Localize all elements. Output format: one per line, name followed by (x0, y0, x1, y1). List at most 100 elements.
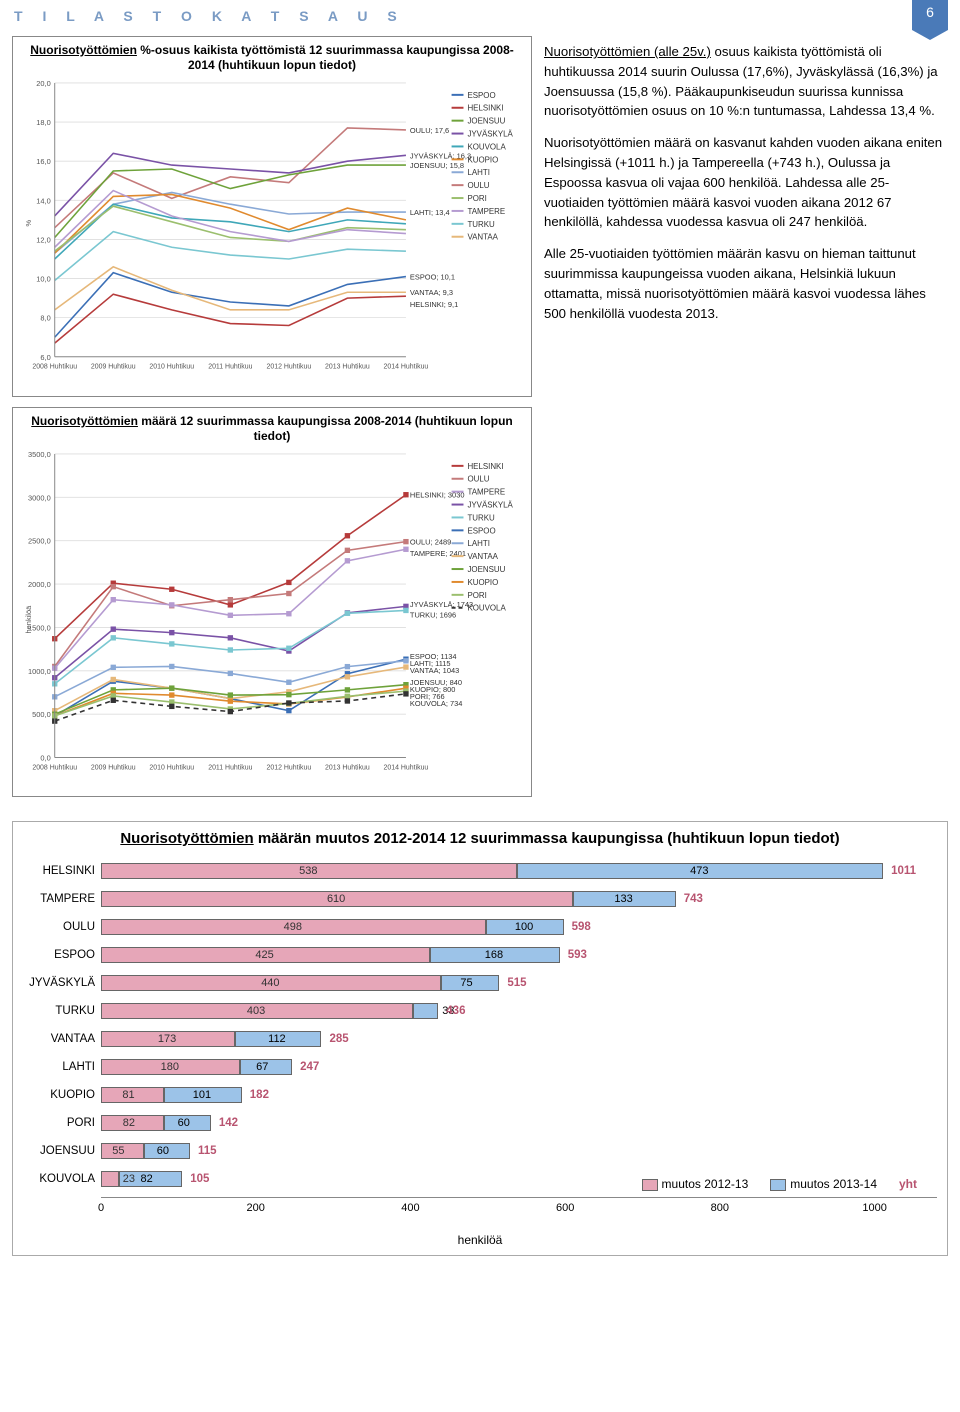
bar-total: 285 (329, 1031, 348, 1047)
svg-text:TURKU: TURKU (467, 220, 495, 229)
bar-row: OULU498100598 (23, 913, 937, 941)
bar-row: VANTAA173112285 (23, 1025, 937, 1053)
bar-value-a: 173 (158, 1031, 176, 1047)
bar-x-tick: 0 (98, 1202, 104, 1214)
bar-value-b: 67 (256, 1059, 268, 1075)
svg-text:2012 Huhtikuu: 2012 Huhtikuu (266, 764, 311, 771)
svg-text:KOUVOLA; 734: KOUVOLA; 734 (410, 698, 463, 707)
svg-text:2014 Huhtikuu: 2014 Huhtikuu (384, 764, 429, 771)
bar-value-b: 60 (157, 1143, 169, 1159)
paragraph-2: Nuorisotyöttömien määrä on kasvanut kahd… (544, 133, 948, 232)
svg-text:2008 Huhtikuu: 2008 Huhtikuu (32, 764, 77, 771)
svg-text:1000,0: 1000,0 (28, 666, 51, 675)
svg-text:KOUVOLA: KOUVOLA (467, 142, 506, 151)
svg-text:PORI: PORI (467, 194, 486, 203)
svg-text:16,0: 16,0 (36, 157, 50, 166)
bar-track: 44075515 (101, 975, 937, 991)
svg-text:3500,0: 3500,0 (28, 449, 51, 458)
svg-text:2014 Huhtikuu: 2014 Huhtikuu (384, 364, 429, 371)
bar-track: 40333436 (101, 1003, 937, 1019)
bar-total: 598 (572, 919, 591, 935)
svg-text:20,0: 20,0 (36, 79, 50, 88)
bar-category-label: TAMPERE (23, 893, 101, 905)
svg-text:OULU; 2489: OULU; 2489 (410, 537, 451, 546)
chart2-title: Nuorisotyöttömien määrä 12 suurimmassa k… (19, 414, 525, 444)
svg-text:ESPOO: ESPOO (467, 526, 495, 535)
bar-category-label: LAHTI (23, 1061, 101, 1073)
bar-total: 1011 (891, 863, 916, 879)
svg-text:ESPOO: ESPOO (467, 91, 495, 100)
bar-track: 18067247 (101, 1059, 937, 1075)
bar-row: LAHTI18067247 (23, 1053, 937, 1081)
bar-value-b: 60 (178, 1115, 190, 1131)
svg-text:ESPOO; 10,1: ESPOO; 10,1 (410, 273, 455, 282)
legend-item-a: muutos 2012-13 (642, 1177, 749, 1191)
chart2-svg: 0,0500,01000,01500,02000,02500,03000,035… (19, 448, 525, 785)
svg-text:LAHTI: LAHTI (467, 539, 489, 548)
bar-x-tick: 400 (401, 1202, 419, 1214)
svg-text:JOENSUU: JOENSUU (467, 565, 505, 574)
bar-x-tick: 600 (556, 1202, 574, 1214)
svg-text:2010 Huhtikuu: 2010 Huhtikuu (149, 764, 194, 771)
bar-row: JYVÄSKYLÄ44075515 (23, 969, 937, 997)
bar-total: 743 (684, 891, 703, 907)
svg-text:TURKU: TURKU (467, 513, 495, 522)
svg-text:VANTAA: VANTAA (467, 552, 498, 561)
bar-x-tick: 1000 (862, 1202, 886, 1214)
svg-text:2008 Huhtikuu: 2008 Huhtikuu (32, 364, 77, 371)
bar-value-a: 180 (161, 1059, 179, 1075)
bar-category-label: OULU (23, 921, 101, 933)
svg-text:6,0: 6,0 (40, 353, 50, 362)
bar-value-a: 403 (247, 1003, 265, 1019)
svg-text:LAHTI; 13,4: LAHTI; 13,4 (410, 208, 450, 217)
bar-track: 81 101 182 (101, 1087, 937, 1103)
svg-text:2011 Huhtikuu: 2011 Huhtikuu (208, 364, 252, 371)
bar-total: 182 (250, 1087, 269, 1103)
chart1-svg: 6,08,010,012,014,016,018,020,02008 Huhti… (19, 77, 525, 385)
paragraph-1: Nuorisotyöttömien (alle 25v.) osuus kaik… (544, 42, 948, 121)
bar-value-a: 440 (261, 975, 279, 991)
bar-row: TAMPERE610133743 (23, 885, 937, 913)
bar-category-label: ESPOO (23, 949, 101, 961)
svg-text:PORI: PORI (467, 590, 486, 599)
bar-x-tick: 200 (247, 1202, 265, 1214)
bar-chart-row: Nuorisotyöttömien määrän muutos 2012-201… (0, 815, 960, 1268)
svg-text:KOUVOLA: KOUVOLA (467, 603, 506, 612)
bar-track: 610133743 (101, 891, 937, 907)
svg-text:JYVÄSKYLÄ: JYVÄSKYLÄ (467, 500, 513, 509)
svg-text:JOENSUU; 15,8: JOENSUU; 15,8 (410, 161, 464, 170)
bar-total: 115 (198, 1143, 217, 1159)
bar-total: 105 (190, 1171, 209, 1187)
bar-category-label: TURKU (23, 1005, 101, 1017)
bar-category-label: HELSINKI (23, 865, 101, 877)
bar-category-label: KUOPIO (23, 1089, 101, 1101)
bar-track: 173112285 (101, 1031, 937, 1047)
chart3-bars: HELSINKI5384731011TAMPERE610133743OULU49… (23, 857, 937, 1193)
bar-category-label: PORI (23, 1117, 101, 1129)
bar-value-b: 133 (614, 891, 632, 907)
bar-value-a: 498 (284, 919, 302, 935)
svg-text:OULU: OULU (467, 474, 489, 483)
bar-value-b: 101 (193, 1087, 211, 1103)
svg-text:HELSINKI: HELSINKI (467, 104, 503, 113)
bar-value-a: 81 (122, 1087, 134, 1103)
bar-category-label: JOENSUU (23, 1145, 101, 1157)
chart3-x-axis: 02004006008001000 (101, 1197, 937, 1217)
svg-text:KUOPIO: KUOPIO (467, 577, 498, 586)
chart1-title: Nuorisotyöttömien %-osuus kaikista tyött… (19, 43, 525, 73)
svg-text:KUOPIO: KUOPIO (467, 155, 498, 164)
bar-row: ESPOO425168593 (23, 941, 937, 969)
header-title: T I L A S T O K A T S A U S (0, 0, 960, 32)
chart3-title: Nuorisotyöttömien määrän muutos 2012-201… (23, 830, 937, 847)
svg-text:LAHTI: LAHTI (467, 168, 489, 177)
bar-value-a: 55 (112, 1143, 124, 1159)
svg-text:VANTAA; 1043: VANTAA; 1043 (410, 665, 459, 674)
bar-track: 5384731011 (101, 863, 937, 879)
charts-column: Nuorisotyöttömien %-osuus kaikista tyött… (12, 36, 532, 807)
text-column: Nuorisotyöttömien (alle 25v.) osuus kaik… (544, 36, 948, 807)
svg-text:VANTAA: VANTAA (467, 233, 498, 242)
bar-value-a: 425 (255, 947, 273, 963)
chart2-box: Nuorisotyöttömien määrä 12 suurimmassa k… (12, 407, 532, 797)
bar-category-label: JYVÄSKYLÄ (23, 977, 101, 989)
bar-category-label: KOUVOLA (23, 1173, 101, 1185)
